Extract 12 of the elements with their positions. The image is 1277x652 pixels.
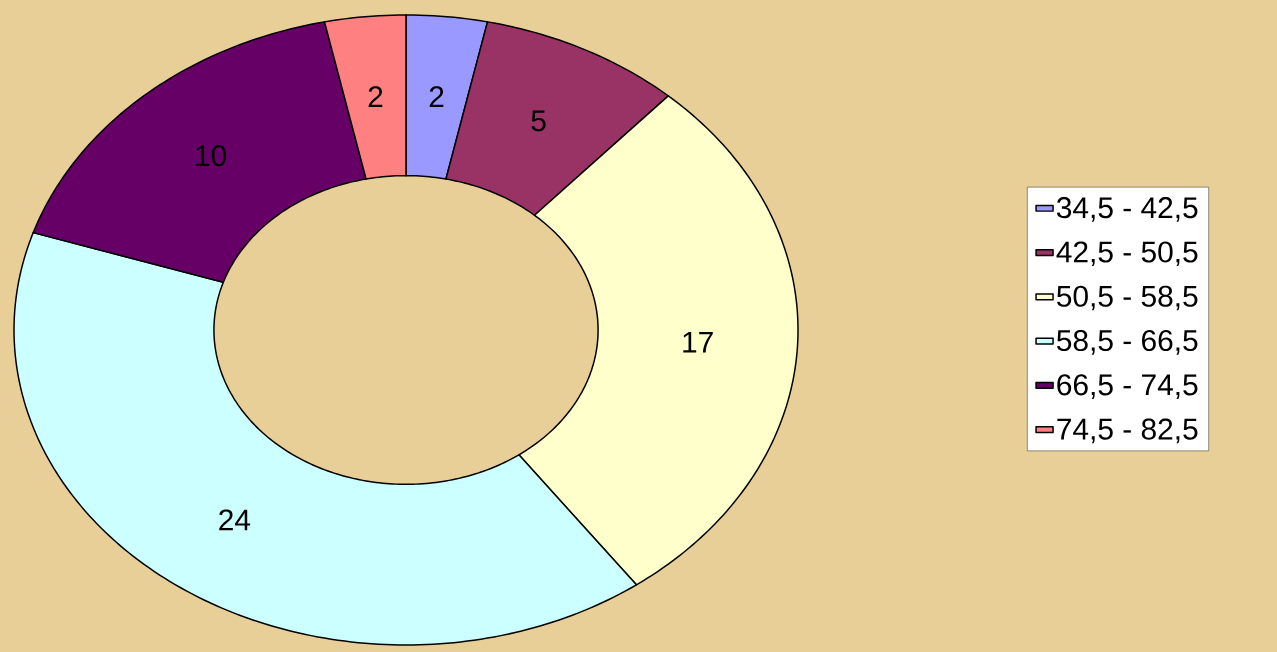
legend-label: 58,5 - 66,5 [1057,329,1198,355]
legend-label: 66,5 - 74,5 [1057,374,1198,399]
legend-label: 34,5 - 42,5 [1056,197,1198,222]
data-label: 17 [683,331,713,353]
legend-label: 74,5 - 82,5 [1057,418,1198,444]
data-label: 5 [531,110,546,132]
legend-label: 42,5 - 50,5 [1056,241,1198,267]
data-label: 24 [219,509,251,531]
data-label: 2 [429,86,444,108]
data-label: 2 [368,86,383,108]
legend-label: 50,5 - 58,5 [1057,285,1198,311]
data-label: 10 [196,145,227,167]
